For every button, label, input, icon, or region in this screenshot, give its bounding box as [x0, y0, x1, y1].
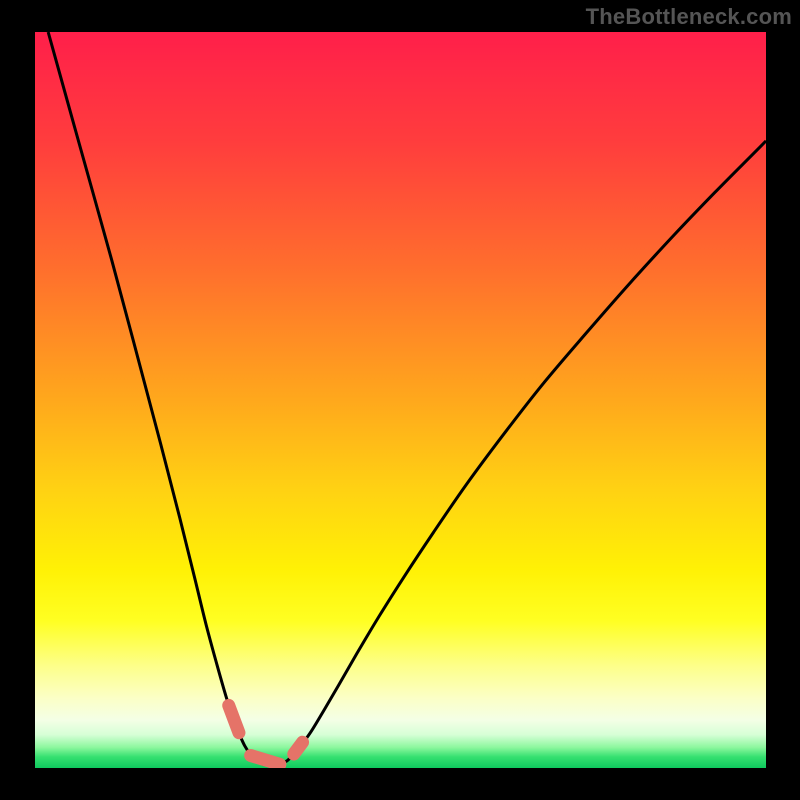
curve-marker-1 — [251, 755, 280, 764]
plot-area — [35, 32, 766, 768]
watermark-text: TheBottleneck.com — [586, 4, 792, 30]
chart-frame: TheBottleneck.com — [0, 0, 800, 800]
curve-marker-2 — [294, 742, 303, 754]
plot-background — [35, 32, 766, 768]
plot-svg — [35, 32, 766, 768]
